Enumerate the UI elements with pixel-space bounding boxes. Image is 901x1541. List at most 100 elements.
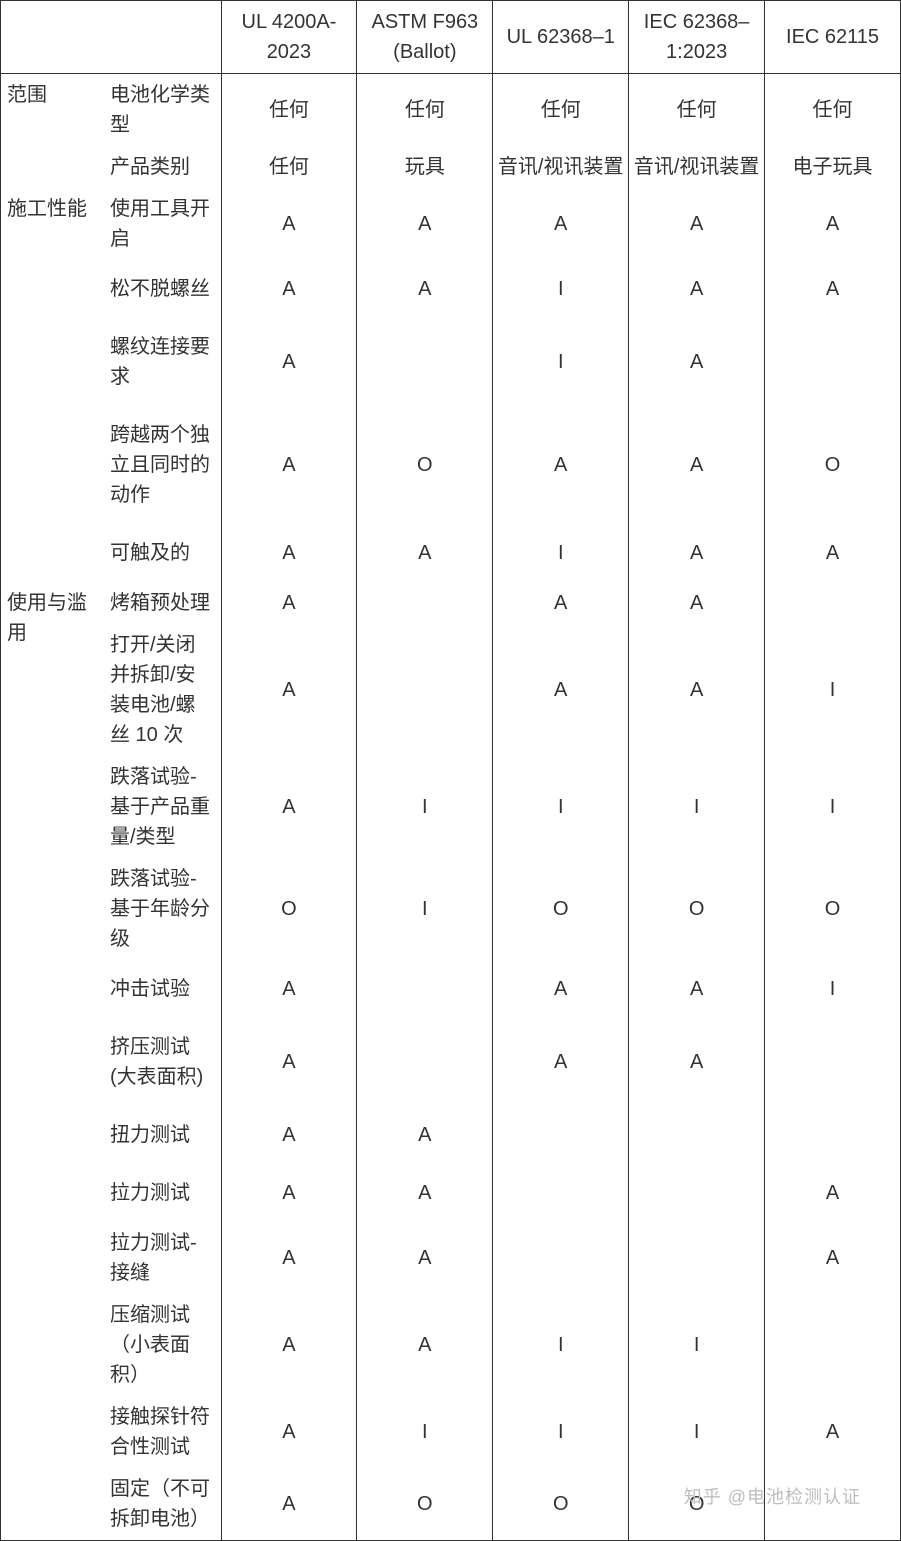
data-cell	[765, 1294, 901, 1396]
data-cell: 玩具	[357, 146, 493, 188]
data-cell: O	[765, 406, 901, 524]
data-cell	[629, 1164, 765, 1222]
table-row: 接触探针符合性测试AIIIA	[1, 1396, 901, 1468]
data-cell: A	[629, 582, 765, 624]
row-label: 冲击试验	[104, 960, 221, 1018]
header-standard-0: UL 4200A-2023	[221, 1, 357, 74]
data-cell: A	[357, 1106, 493, 1164]
table-row: 压缩测试 （小表面积）AAII	[1, 1294, 901, 1396]
data-cell: A	[357, 1164, 493, 1222]
data-cell: A	[221, 188, 357, 260]
data-cell: O	[493, 858, 629, 960]
data-cell: A	[221, 1106, 357, 1164]
data-cell	[357, 960, 493, 1018]
data-cell: A	[765, 1164, 901, 1222]
data-cell: A	[629, 188, 765, 260]
table-row: 产品类别任何玩具音讯/视讯装置音讯/视讯装置电子玩具	[1, 146, 901, 188]
data-cell: A	[221, 260, 357, 318]
data-cell: 任何	[493, 74, 629, 147]
data-cell: I	[493, 1294, 629, 1396]
row-label: 压缩测试 （小表面积）	[104, 1294, 221, 1396]
table-row: 冲击试验AAAI	[1, 960, 901, 1018]
data-cell	[765, 1018, 901, 1106]
data-cell: O	[221, 858, 357, 960]
data-cell: A	[357, 1294, 493, 1396]
data-cell: A	[493, 188, 629, 260]
data-cell: I	[493, 260, 629, 318]
data-cell: A	[221, 1294, 357, 1396]
data-cell: A	[493, 582, 629, 624]
data-cell: A	[493, 624, 629, 756]
data-cell: A	[493, 960, 629, 1018]
table-row: 扭力测试AA	[1, 1106, 901, 1164]
data-cell: 任何	[221, 74, 357, 147]
table-header-row: UL 4200A-2023 ASTM F963 (Ballot) UL 6236…	[1, 1, 901, 74]
header-blank-category	[1, 1, 105, 74]
data-cell	[765, 318, 901, 406]
watermark-text: 知乎 @电池检测认证	[684, 1483, 861, 1509]
data-cell	[493, 1222, 629, 1294]
data-cell: A	[357, 188, 493, 260]
data-cell	[357, 1018, 493, 1106]
data-cell: A	[765, 1222, 901, 1294]
data-cell	[493, 1106, 629, 1164]
table-row: 跌落试验-基于年龄分级OIOOO	[1, 858, 901, 960]
data-cell: A	[765, 260, 901, 318]
data-cell: A	[221, 582, 357, 624]
table-row: 打开/关闭并拆卸/安装电池/螺丝 10 次AAAI	[1, 624, 901, 756]
table-row: 松不脱螺丝AAIAA	[1, 260, 901, 318]
row-label: 产品类别	[104, 146, 221, 188]
data-cell	[629, 1222, 765, 1294]
category-cell: 范围	[1, 74, 105, 189]
data-cell: I	[765, 960, 901, 1018]
data-cell: I	[357, 1396, 493, 1468]
data-cell: I	[629, 1396, 765, 1468]
table-body: 范围电池化学类型任何任何任何任何任何产品类别任何玩具音讯/视讯装置音讯/视讯装置…	[1, 74, 901, 1541]
data-cell: A	[357, 260, 493, 318]
table-row: 螺纹连接要求AIA	[1, 318, 901, 406]
data-cell: I	[493, 318, 629, 406]
data-cell: A	[629, 524, 765, 582]
row-label: 固定（不可拆卸电池）	[104, 1468, 221, 1541]
table-row: 挤压测试 (大表面积)AAA	[1, 1018, 901, 1106]
table-row: 使用与滥用烤箱预处理AAA	[1, 582, 901, 624]
data-cell	[765, 1106, 901, 1164]
data-cell: A	[629, 406, 765, 524]
table-row: 范围电池化学类型任何任何任何任何任何	[1, 74, 901, 147]
row-label: 跌落试验-基于产品重量/类型	[104, 756, 221, 858]
data-cell: A	[629, 318, 765, 406]
data-cell: 任何	[629, 74, 765, 147]
data-cell: A	[221, 318, 357, 406]
data-cell: A	[629, 624, 765, 756]
row-label: 可触及的	[104, 524, 221, 582]
data-cell: A	[357, 524, 493, 582]
data-cell	[357, 582, 493, 624]
header-standard-3: IEC 62368–1:2023	[629, 1, 765, 74]
data-cell: 任何	[221, 146, 357, 188]
row-label: 接触探针符合性测试	[104, 1396, 221, 1468]
data-cell: I	[765, 756, 901, 858]
data-cell: I	[629, 1294, 765, 1396]
data-cell: I	[493, 524, 629, 582]
data-cell: A	[221, 524, 357, 582]
data-cell: 电子玩具	[765, 146, 901, 188]
data-cell: I	[357, 858, 493, 960]
data-cell: 音讯/视讯装置	[629, 146, 765, 188]
data-cell: I	[357, 756, 493, 858]
data-cell: A	[221, 624, 357, 756]
data-cell: O	[357, 406, 493, 524]
table-row: 施工性能使用工具开启AAAAA	[1, 188, 901, 260]
row-label: 烤箱预处理	[104, 582, 221, 624]
row-label: 拉力测试	[104, 1164, 221, 1222]
row-label: 挤压测试 (大表面积)	[104, 1018, 221, 1106]
data-cell: A	[765, 524, 901, 582]
data-cell: A	[221, 1222, 357, 1294]
data-cell: I	[629, 756, 765, 858]
row-label: 使用工具开启	[104, 188, 221, 260]
data-cell: A	[357, 1222, 493, 1294]
data-cell	[629, 1106, 765, 1164]
data-cell: O	[357, 1468, 493, 1541]
data-cell: A	[765, 1396, 901, 1468]
row-label: 拉力测试-接缝	[104, 1222, 221, 1294]
standards-comparison-table: UL 4200A-2023 ASTM F963 (Ballot) UL 6236…	[0, 0, 901, 1541]
